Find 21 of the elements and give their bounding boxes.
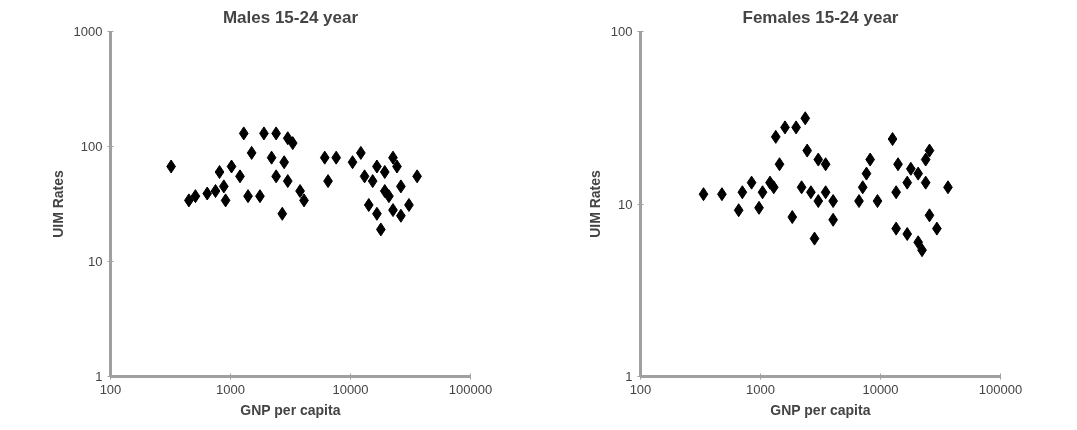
x-tick-label: 100000 <box>448 381 493 397</box>
x-tick-label: 1000 <box>746 381 775 397</box>
x-tick-label: 10000 <box>862 381 899 397</box>
y-axis-title: UIM Rates <box>49 169 66 238</box>
x-axis-title: GNP per capita <box>770 401 871 418</box>
chart-title: Males 15-24 year <box>222 7 359 27</box>
y-tick-label: 100 <box>80 139 103 154</box>
y-tick-label: 10 <box>618 196 633 212</box>
y-tick-label: 1000 <box>73 24 103 39</box>
chart-title: Females 15-24 year <box>742 7 899 27</box>
x-tick-label: 100000 <box>978 381 1023 397</box>
x-tick-label: 100 <box>629 381 652 397</box>
x-axis-title: GNP per capita <box>240 401 341 418</box>
x-tick-label: 100 <box>99 381 122 397</box>
x-tick-label: 10000 <box>332 381 369 397</box>
y-tick-label: 10 <box>88 254 103 269</box>
y-tick-label: 1 <box>625 369 633 384</box>
x-tick-label: 1000 <box>216 381 245 397</box>
y-tick-label: 1 <box>95 369 103 384</box>
y-tick-label: 100 <box>610 24 633 39</box>
y-axis-title: UIM Rates <box>586 169 603 238</box>
